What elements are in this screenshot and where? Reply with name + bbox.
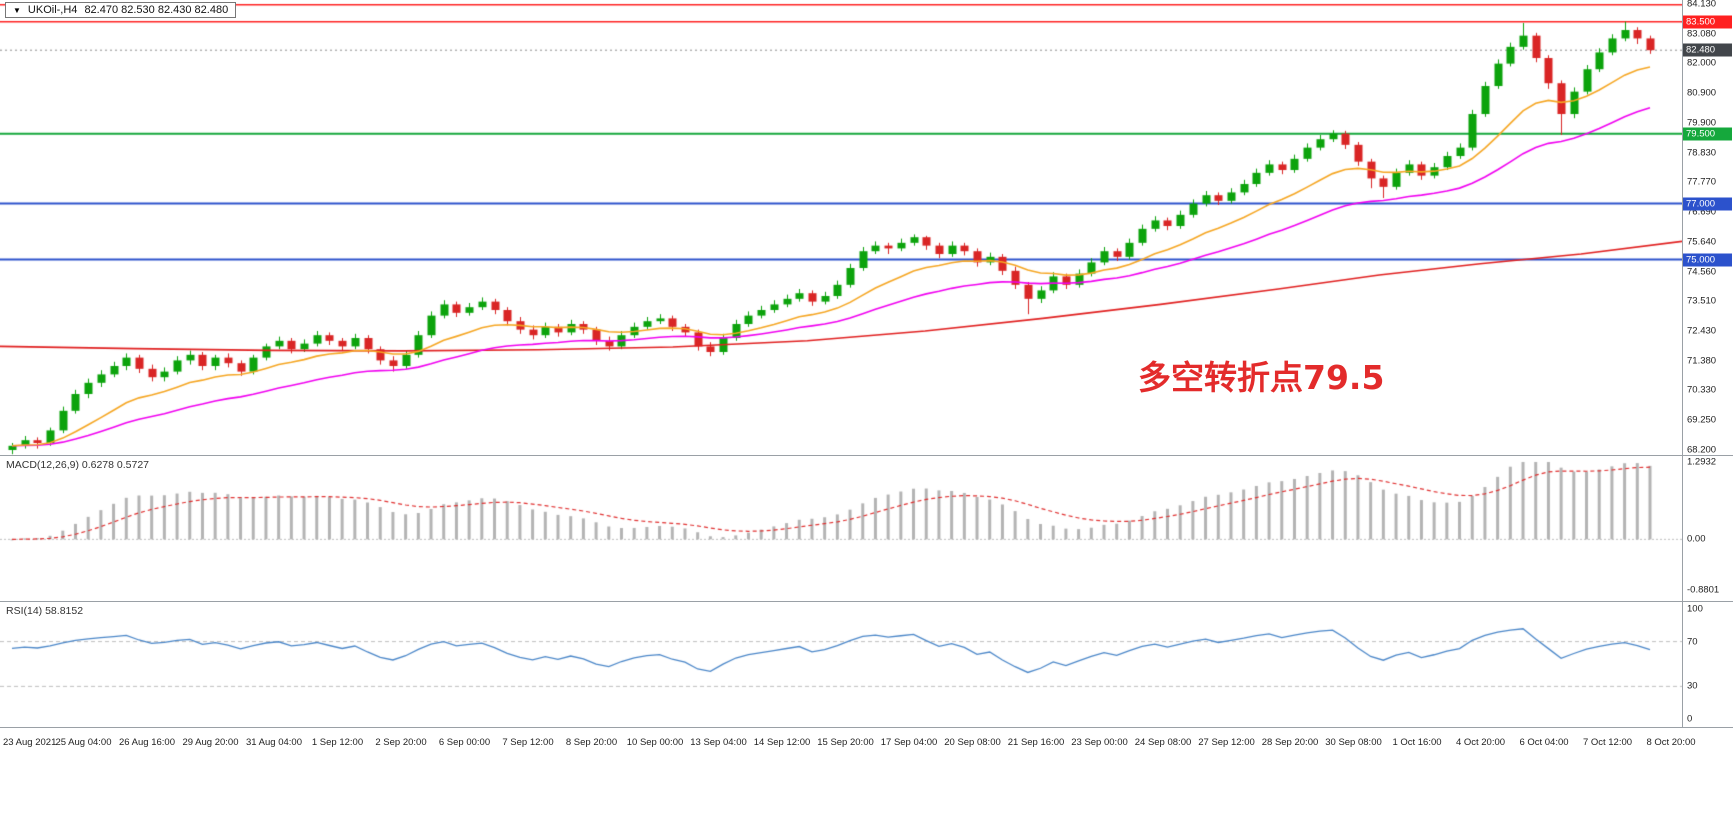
price-axis-label: 69.250 bbox=[1687, 414, 1717, 426]
time-axis-label: 31 Aug 04:00 bbox=[246, 737, 302, 748]
macd-axis-max: 1.2932 bbox=[1687, 456, 1717, 468]
chart-annotation: 多空转折点79.5 bbox=[1138, 358, 1385, 397]
symbol-header[interactable]: ▼ UKOil-,H4 82.470 82.530 82.430 82.480 bbox=[5, 2, 237, 18]
time-axis-label: 21 Sep 16:00 bbox=[1007, 737, 1065, 748]
macd-axis-zero: 0.00 bbox=[1687, 533, 1706, 545]
rsi-axis-0: 0 bbox=[1687, 713, 1693, 725]
price-tag: 82.480 bbox=[1683, 43, 1732, 57]
price-tag: 83.500 bbox=[1683, 15, 1732, 29]
price-axis-label: 77.770 bbox=[1687, 176, 1717, 188]
time-axis-label: 26 Aug 16:00 bbox=[119, 737, 175, 748]
price-axis-label: 79.900 bbox=[1687, 117, 1717, 129]
price-tag: 77.000 bbox=[1683, 197, 1732, 211]
time-axis-label: 27 Sep 12:00 bbox=[1198, 737, 1255, 748]
price-axis-label: 73.510 bbox=[1687, 295, 1717, 307]
time-axis-label: 15 Sep 20:00 bbox=[817, 737, 874, 748]
time-axis-label: 23 Aug 2021 bbox=[3, 737, 57, 748]
price-tag: 75.000 bbox=[1683, 253, 1732, 267]
time-axis-label: 29 Aug 20:00 bbox=[182, 737, 239, 748]
pane-divider-rsi-timeaxis[interactable] bbox=[0, 727, 1733, 728]
price-axis-label: 78.830 bbox=[1687, 147, 1717, 159]
macd-pane-canvas[interactable] bbox=[0, 456, 1682, 601]
rsi-axis-100: 100 bbox=[1687, 603, 1703, 615]
time-axis-label: 25 Aug 04:00 bbox=[55, 737, 112, 748]
pane-divider-macd-rsi[interactable] bbox=[0, 601, 1733, 602]
price-axis-label: 74.560 bbox=[1687, 266, 1717, 278]
time-axis-label: 24 Sep 08:00 bbox=[1134, 737, 1192, 748]
time-axis-label: 1 Sep 12:00 bbox=[311, 737, 364, 748]
time-axis-label: 13 Sep 04:00 bbox=[690, 737, 747, 748]
rsi-axis-70: 70 bbox=[1687, 636, 1698, 648]
price-axis-label: 76.690 bbox=[1687, 206, 1717, 218]
time-axis-label: 23 Sep 00:00 bbox=[1071, 737, 1128, 748]
price-axis-label: 75.640 bbox=[1687, 236, 1717, 248]
time-axis-label: 17 Sep 04:00 bbox=[880, 737, 938, 748]
price-axis-label: 71.380 bbox=[1687, 355, 1717, 367]
macd-axis-min: -0.8801 bbox=[1687, 584, 1720, 596]
time-axis-label: 7 Oct 12:00 bbox=[1582, 737, 1633, 748]
rsi-axis-30: 30 bbox=[1687, 680, 1698, 692]
price-axis-label: 80.900 bbox=[1687, 87, 1717, 99]
time-axis-label: 4 Oct 20:00 bbox=[1455, 737, 1506, 748]
time-axis-label: 7 Sep 12:00 bbox=[502, 737, 554, 748]
price-axis-label: 82.000 bbox=[1687, 57, 1717, 69]
price-axis-label: 68.200 bbox=[1687, 444, 1717, 456]
price-axis-label: 83.080 bbox=[1687, 28, 1717, 40]
macd-indicator-label: MACD(12,26,9) 0.6278 0.5727 bbox=[6, 459, 150, 471]
rsi-pane-canvas[interactable] bbox=[0, 602, 1682, 727]
time-axis-label: 6 Sep 00:00 bbox=[438, 737, 491, 748]
rsi-indicator-label: RSI(14) 58.8152 bbox=[6, 605, 84, 617]
price-axis-border bbox=[1682, 0, 1683, 727]
time-axis-label: 10 Sep 00:00 bbox=[626, 737, 684, 748]
time-axis-label: 20 Sep 08:00 bbox=[944, 737, 1001, 748]
price-chart-canvas[interactable] bbox=[0, 0, 1682, 455]
time-axis-label: 6 Oct 04:00 bbox=[1519, 737, 1569, 748]
price-tag: 79.500 bbox=[1683, 127, 1732, 141]
ohlc-readout: 82.470 82.530 82.430 82.480 bbox=[84, 4, 229, 16]
pane-divider-main-macd[interactable] bbox=[0, 455, 1733, 456]
time-axis-label: 1 Oct 16:00 bbox=[1392, 737, 1442, 748]
time-axis-label: 8 Oct 20:00 bbox=[1646, 737, 1696, 748]
price-axis-label: 70.330 bbox=[1687, 384, 1717, 396]
price-axis-label: 72.430 bbox=[1687, 325, 1717, 337]
time-axis-label: 8 Sep 20:00 bbox=[565, 737, 618, 748]
time-axis-label: 30 Sep 08:00 bbox=[1325, 737, 1382, 748]
time-axis-label: 14 Sep 12:00 bbox=[753, 737, 811, 748]
time-axis-label: 28 Sep 20:00 bbox=[1261, 737, 1319, 748]
symbol-timeframe-label: UKOil-,H4 bbox=[27, 4, 78, 16]
price-axis-label: 84.130 bbox=[1687, 0, 1717, 10]
time-axis-label: 2 Sep 20:00 bbox=[375, 737, 427, 748]
chevron-down-icon[interactable]: ▼ bbox=[13, 5, 21, 15]
